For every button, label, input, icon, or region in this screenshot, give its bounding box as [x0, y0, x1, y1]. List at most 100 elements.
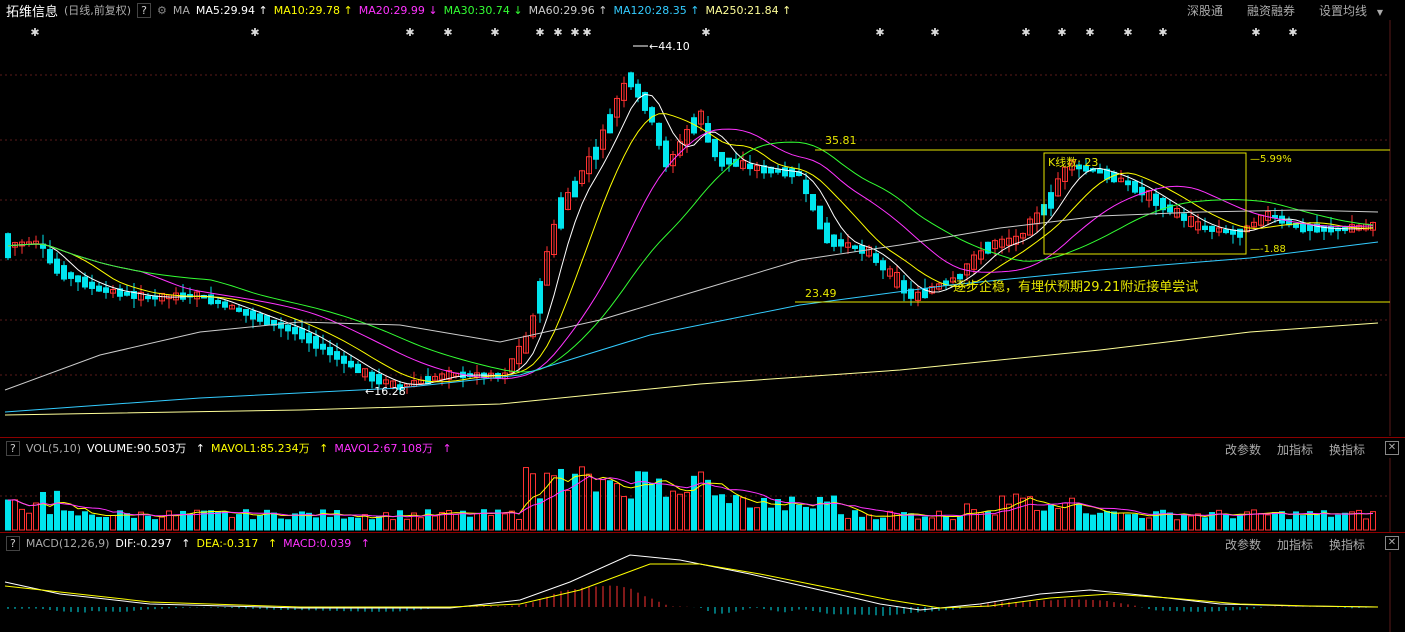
- volume-bar: [236, 514, 242, 531]
- candle-body: [1195, 221, 1201, 231]
- macd-switch-indicator-button[interactable]: 换指标: [1328, 538, 1365, 552]
- volume-bar: [523, 467, 529, 531]
- volume-bar: [1146, 517, 1152, 531]
- volume-bar: [96, 516, 102, 531]
- volume-bar: [390, 519, 396, 531]
- volume-bar: [1104, 511, 1110, 531]
- volume-bar: [502, 513, 508, 531]
- volume-bar: [887, 510, 893, 531]
- candle-body: [670, 153, 676, 167]
- level-high-label: 35.81: [825, 134, 857, 147]
- volume-bar: [761, 497, 767, 531]
- candle-body: [208, 294, 214, 305]
- vol-close-icon[interactable]: ✕: [1385, 441, 1399, 455]
- volume-bar: [432, 515, 438, 531]
- event-marker-icon: ✱: [1021, 26, 1030, 39]
- candle-body: [649, 107, 655, 123]
- vol-add-indicator-button[interactable]: 加指标: [1276, 443, 1313, 457]
- volume-bar: [446, 510, 452, 531]
- volume-bar: [796, 504, 802, 531]
- volume-bar: [509, 510, 515, 531]
- hk-connect-button[interactable]: 深股通: [1186, 3, 1223, 18]
- volume-bar: [719, 494, 725, 531]
- volume-bar: [1006, 503, 1012, 531]
- macd-add-indicator-button[interactable]: 加指标: [1276, 538, 1313, 552]
- macd-chart[interactable]: [0, 552, 1405, 632]
- volume-bar: [1076, 503, 1082, 531]
- low-label: ←16.28: [365, 385, 406, 398]
- candle-body: [89, 281, 95, 289]
- macd-dif: DIF:-0.297 ↑: [115, 536, 191, 550]
- candle-body: [397, 384, 403, 390]
- help-button[interactable]: ?: [137, 2, 151, 18]
- candle-body: [789, 168, 795, 178]
- candle-body: [334, 351, 340, 360]
- volume-bar: [1244, 511, 1250, 531]
- candle-body: [810, 194, 816, 211]
- volume-bar: [1335, 514, 1341, 531]
- volume-bar: [1237, 514, 1243, 531]
- volume-bar: [292, 513, 298, 531]
- event-marker-icon: ✱: [490, 26, 499, 39]
- candle-body: [1013, 235, 1019, 245]
- ma-legend-item: MA10:29.78 ↑: [273, 3, 353, 17]
- candle-body: [320, 343, 326, 350]
- macd-close-icon[interactable]: ✕: [1385, 536, 1399, 550]
- volume-bar: [607, 480, 613, 531]
- volume-bar: [740, 497, 746, 531]
- volume-bar: [1216, 509, 1222, 531]
- margin-trading-button[interactable]: 融资融券: [1246, 3, 1295, 18]
- volume-bar: [54, 490, 60, 531]
- candle-body: [19, 241, 25, 247]
- volume-bar: [166, 510, 172, 531]
- volume-bar: [782, 510, 788, 531]
- vol-switch-indicator-button[interactable]: 换指标: [1328, 443, 1365, 457]
- gear-icon[interactable]: ⚙: [156, 3, 167, 17]
- volume-bar: [1034, 509, 1040, 531]
- candle-body: [509, 358, 515, 373]
- candle-body: [999, 238, 1005, 248]
- volume-bar: [803, 506, 809, 531]
- candle-body: [271, 319, 277, 326]
- volume-chart[interactable]: [0, 458, 1405, 532]
- macd-edit-params-button[interactable]: 改参数: [1224, 538, 1261, 552]
- ma-label: MA: [172, 3, 190, 17]
- volume-bar: [1125, 514, 1131, 531]
- volume-bar: [208, 510, 214, 531]
- box-count-label: K线数: 23: [1048, 155, 1098, 169]
- stock-name[interactable]: 拓维信息: [6, 4, 59, 20]
- level-low-label: 23.49: [805, 287, 837, 300]
- volume-help-button[interactable]: ?: [6, 440, 20, 456]
- candle-body: [446, 369, 452, 380]
- volume-bar: [1167, 512, 1173, 531]
- dea-line: [4, 563, 1379, 609]
- macd-help-button[interactable]: ?: [6, 535, 20, 551]
- volume-bar: [754, 507, 760, 531]
- candle-body: [1244, 225, 1250, 233]
- candle-body: [1097, 169, 1103, 174]
- candle-body: [621, 82, 627, 101]
- candle-body: [915, 291, 921, 301]
- volume-bar: [61, 510, 67, 531]
- ma-settings-button[interactable]: 设置均线 ▼: [1319, 3, 1383, 18]
- volume-bar: [1300, 515, 1306, 531]
- volume-bar: [1349, 511, 1355, 531]
- candle-body: [1223, 229, 1229, 234]
- vol-edit-params-button[interactable]: 改参数: [1224, 443, 1261, 457]
- volume-bar: [1090, 514, 1096, 531]
- candle-body: [1055, 178, 1061, 197]
- candle-body: [901, 280, 907, 294]
- candle-body: [96, 285, 102, 292]
- candle-body: [565, 192, 571, 210]
- volume-bar: [565, 490, 571, 531]
- candle-body: [264, 315, 270, 326]
- volume-bar: [663, 496, 669, 531]
- kline-chart[interactable]: ✱ ✱ ✱ ✱ ✱ ✱ ✱ ✱ ✱ ✱ ✱ ✱ ✱ ✱ ✱ ✱ ✱ ✱ ✱35.8123.49←44.10←16.2…: [0, 20, 1405, 436]
- candle-body: [1167, 204, 1173, 213]
- volume-bar: [670, 490, 676, 531]
- volume-bar: [558, 468, 564, 531]
- volume-bar: [411, 512, 417, 531]
- candle-body: [250, 310, 256, 320]
- volume-bar: [698, 471, 704, 531]
- candle-body: [1237, 228, 1243, 238]
